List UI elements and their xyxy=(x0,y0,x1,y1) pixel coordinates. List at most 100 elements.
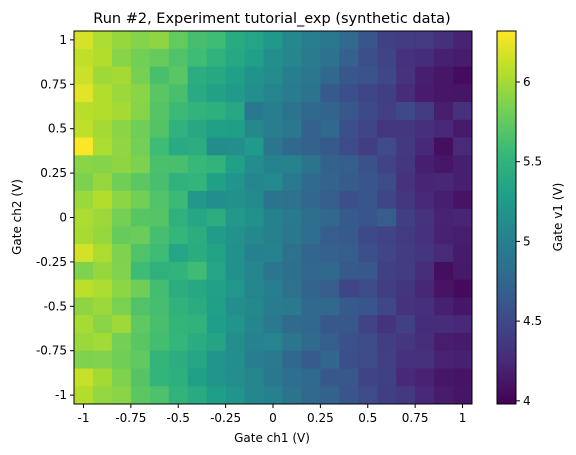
heatmap-cell xyxy=(339,279,359,298)
heatmap-cell xyxy=(244,119,264,138)
heatmap-cell xyxy=(244,315,264,334)
x-axis-label: Gate ch1 (V) xyxy=(234,431,310,445)
heatmap-cell xyxy=(168,315,189,334)
heatmap-cell xyxy=(263,261,283,281)
heatmap-cell xyxy=(301,155,321,174)
heatmap-cell xyxy=(301,66,321,85)
heatmap-cell xyxy=(301,119,321,138)
heatmap-cell xyxy=(339,48,359,67)
heatmap-cell xyxy=(358,48,378,67)
heatmap-cell xyxy=(149,297,170,316)
heatmap-cell xyxy=(187,350,208,369)
heatmap-cell xyxy=(263,279,283,298)
heatmap-cell xyxy=(130,368,151,387)
heatmap-cell xyxy=(415,31,435,50)
heatmap-cell xyxy=(130,226,151,245)
heatmap-cell xyxy=(187,208,208,227)
heatmap-cell xyxy=(415,261,435,281)
heatmap-cell xyxy=(92,350,113,369)
heatmap-cell xyxy=(74,155,94,174)
heatmap-cell xyxy=(187,261,208,281)
heatmap-cell xyxy=(187,84,208,103)
heatmap-cell xyxy=(111,190,132,210)
heatmap-cell xyxy=(358,173,378,192)
heatmap-cell xyxy=(206,226,227,245)
heatmap-cell xyxy=(149,386,170,405)
heatmap-cell xyxy=(453,190,473,210)
heatmap-cell xyxy=(453,208,473,227)
heatmap-cell xyxy=(377,297,397,316)
heatmap-cell xyxy=(225,350,245,369)
heatmap-cell xyxy=(358,66,378,85)
heatmap-cell xyxy=(92,386,113,405)
heatmap-cell xyxy=(320,244,340,263)
heatmap-cell xyxy=(244,31,264,50)
heatmap-cell xyxy=(225,66,245,85)
heatmap-cell xyxy=(74,190,94,210)
heatmap-cell xyxy=(282,332,302,352)
heatmap-cell xyxy=(320,119,340,138)
heatmap-cell xyxy=(434,244,454,263)
heatmap-cell xyxy=(187,155,208,174)
heatmap-cell xyxy=(92,102,113,121)
y-tick-label: -0.25 xyxy=(36,255,67,269)
heatmap-cell xyxy=(206,368,227,387)
heatmap-cell xyxy=(358,190,378,210)
x-tick-label: 1 xyxy=(459,411,467,425)
heatmap-cell xyxy=(377,332,397,352)
heatmap-cell xyxy=(434,102,454,121)
heatmap-cell xyxy=(149,226,170,245)
heatmap-cell xyxy=(453,315,473,334)
heatmap-cell xyxy=(301,31,321,50)
heatmap-cell xyxy=(74,31,94,50)
heatmap-cell xyxy=(396,31,416,50)
heatmap-cell xyxy=(396,261,416,281)
heatmap-cell xyxy=(130,119,151,138)
colorbar-tick-label: 4 xyxy=(523,394,531,408)
heatmap-cell xyxy=(396,315,416,334)
heatmap-cell xyxy=(187,173,208,192)
heatmap-cell xyxy=(74,386,94,405)
heatmap-cell xyxy=(168,279,189,298)
heatmap-cell xyxy=(130,66,151,85)
colorbar-tick-label: 4.5 xyxy=(523,314,542,328)
heatmap-cell xyxy=(225,173,245,192)
heatmap-cell xyxy=(149,315,170,334)
heatmap-cell xyxy=(301,297,321,316)
heatmap-cell xyxy=(263,190,283,210)
heatmap-cell xyxy=(282,137,302,156)
heatmap-cell xyxy=(434,350,454,369)
heatmap-cell xyxy=(434,119,454,138)
heatmap-cell xyxy=(187,368,208,387)
heatmap-cell xyxy=(168,102,189,121)
heatmap-cell xyxy=(168,261,189,281)
heatmap-cell xyxy=(377,119,397,138)
heatmap-cell xyxy=(339,261,359,281)
heatmap-cell xyxy=(74,297,94,316)
heatmap-cell xyxy=(92,119,113,138)
heatmap-cell xyxy=(434,48,454,67)
heatmap-cell xyxy=(339,173,359,192)
heatmap-cell xyxy=(225,244,245,263)
heatmap-cell xyxy=(396,190,416,210)
heatmap-cell xyxy=(168,244,189,263)
heatmap-cell xyxy=(111,261,132,281)
heatmap-cell xyxy=(453,102,473,121)
x-tick-label: 0.25 xyxy=(307,411,334,425)
heatmap-cell xyxy=(187,332,208,352)
heatmap-cell xyxy=(244,102,264,121)
heatmap-cell xyxy=(187,226,208,245)
heatmap-cell xyxy=(415,190,435,210)
heatmap-cell xyxy=(206,386,227,405)
heatmap-cell xyxy=(320,332,340,352)
heatmap-cell xyxy=(225,208,245,227)
heatmap-cell xyxy=(301,279,321,298)
heatmap-cell xyxy=(74,137,94,156)
heatmap-cell xyxy=(453,173,473,192)
colorbar-label: Gate v1 (V) xyxy=(551,183,565,252)
heatmap-cell xyxy=(415,66,435,85)
x-axis-ticks: -1 -0.75 -0.5 -0.25 0 0.25 0.5 0.75 1 xyxy=(77,404,466,425)
heatmap-cell xyxy=(358,208,378,227)
heatmap-cell xyxy=(339,66,359,85)
heatmap-cell xyxy=(320,315,340,334)
